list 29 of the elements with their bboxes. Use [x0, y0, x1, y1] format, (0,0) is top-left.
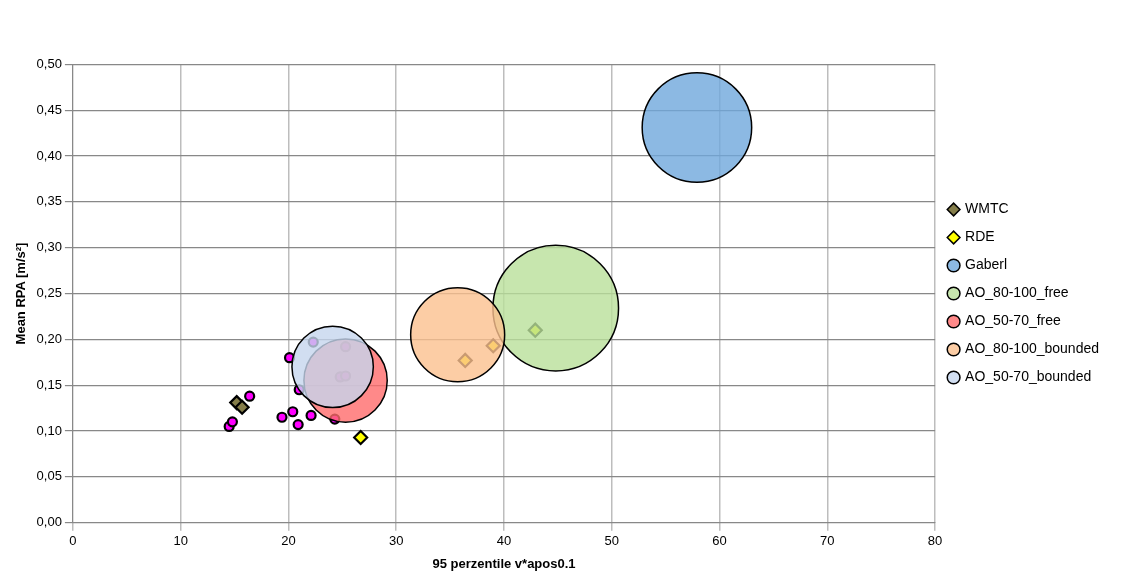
x-tick-label: 20	[281, 533, 296, 549]
legend-label: WMTC	[965, 200, 1009, 217]
y-tick-label: 0,20	[36, 330, 62, 346]
x-tick-label: 10	[173, 533, 188, 549]
x-tick-label: 70	[820, 533, 835, 549]
x-tick-label: 80	[927, 533, 943, 549]
legend-label: AO_50-70_free	[965, 312, 1062, 329]
y-tick-label: 0,35	[36, 193, 62, 209]
legend-label: AO_80-100_free	[965, 284, 1069, 301]
legend-label: AO_50-70_bounded	[965, 368, 1092, 385]
y-tick-label: 0,40	[36, 147, 62, 163]
y-tick-label: 0,45	[36, 101, 62, 117]
legend-label: AO_80-100_bounded	[965, 340, 1100, 357]
x-tick-label: 40	[496, 533, 512, 549]
y-tick-label: 0,10	[36, 422, 62, 438]
legend-label: RDE	[965, 228, 995, 245]
y-tick-label: 0,30	[36, 239, 62, 255]
x-tick-label: 30	[388, 533, 404, 549]
legend-label: Gaberl	[965, 256, 1008, 273]
y-tick-label: 0,15	[36, 376, 62, 392]
y-axis-title: Mean RPA [m/s²]	[13, 242, 29, 345]
x-tick-label: 60	[712, 533, 727, 549]
y-tick-label: 0,50	[36, 55, 62, 71]
x-tick-label: 50	[604, 533, 620, 549]
y-tick-label: 0,25	[36, 285, 62, 301]
x-tick-label: 0	[69, 533, 77, 549]
y-tick-label: 0,00	[36, 514, 62, 530]
x-axis-title: 95 perzentile v*apos0.1	[432, 555, 576, 571]
y-tick-label: 0,05	[36, 468, 62, 484]
